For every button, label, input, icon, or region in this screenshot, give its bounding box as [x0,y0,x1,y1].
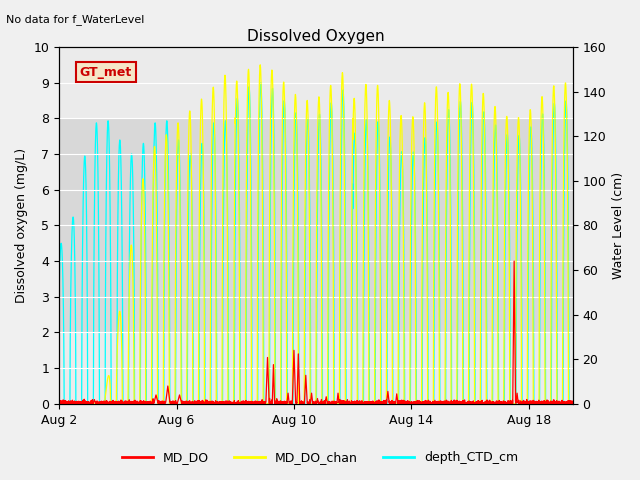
Text: GT_met: GT_met [80,65,132,79]
Bar [59,119,573,333]
Text: No data for f_WaterLevel: No data for f_WaterLevel [6,14,145,25]
Y-axis label: Water Level (cm): Water Level (cm) [612,172,625,279]
Y-axis label: Dissolved oxygen (mg/L): Dissolved oxygen (mg/L) [15,148,28,303]
Legend: MD_DO, MD_DO_chan, depth_CTD_cm: MD_DO, MD_DO_chan, depth_CTD_cm [116,446,524,469]
Title: Dissolved Oxygen: Dissolved Oxygen [247,29,385,44]
